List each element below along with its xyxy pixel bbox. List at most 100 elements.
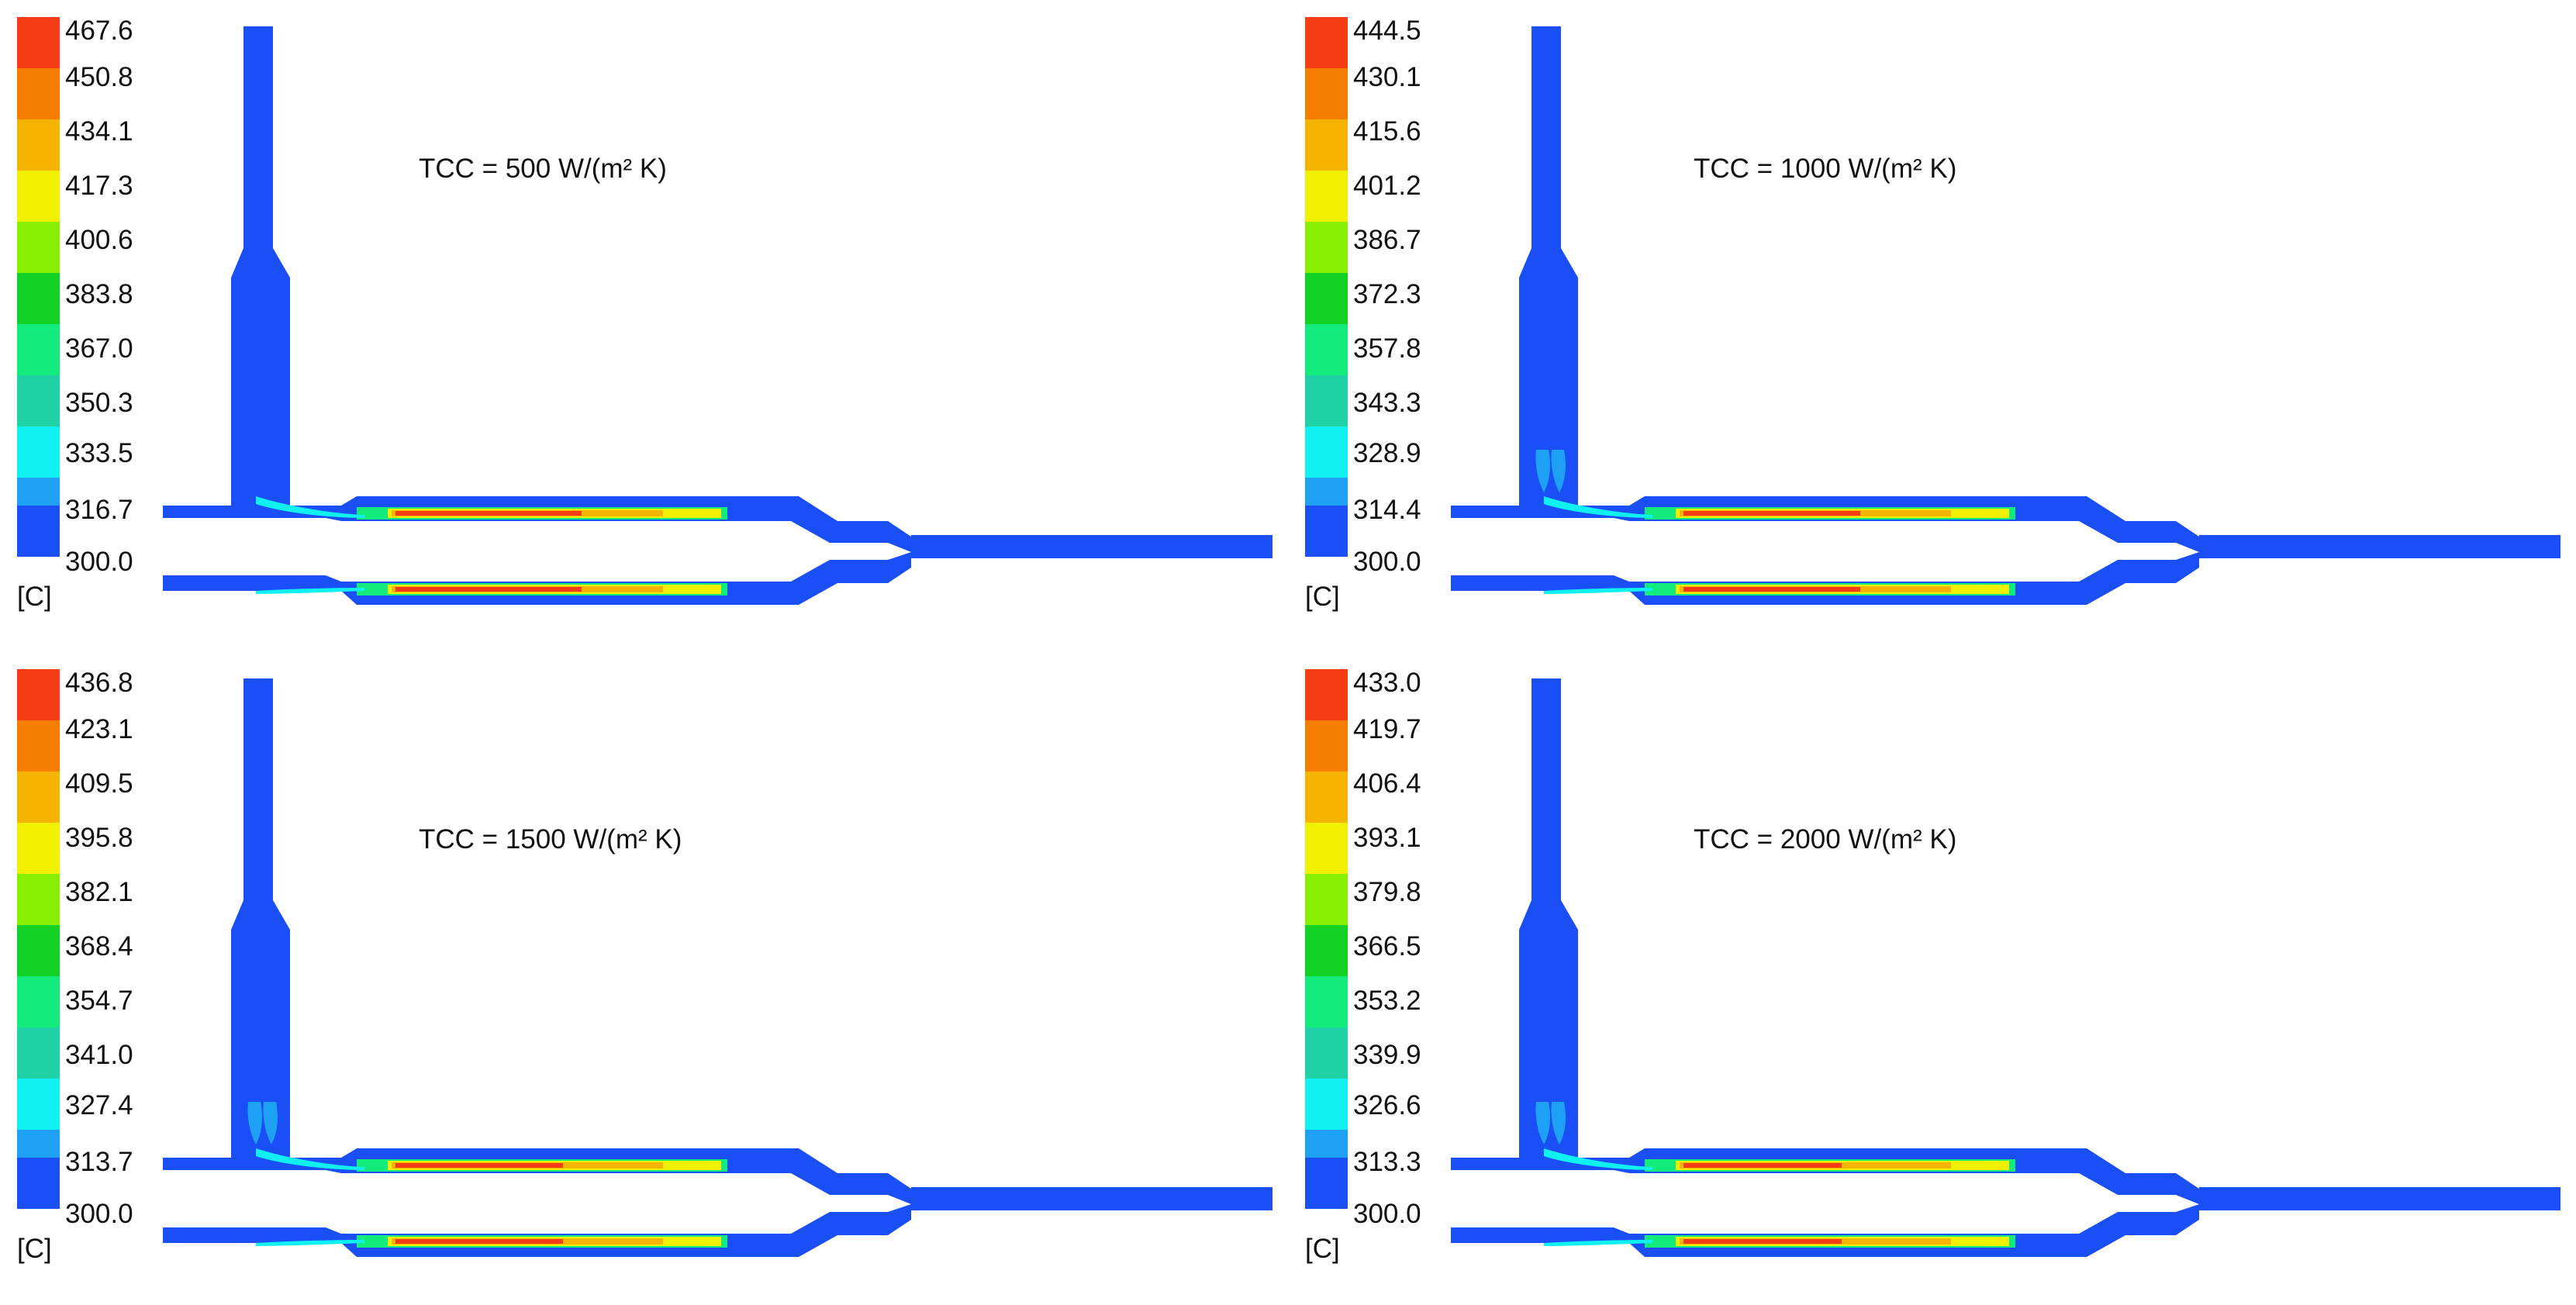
colorbar-swatch bbox=[1305, 171, 1348, 223]
temperature-contour-plot bbox=[1305, 669, 2560, 1257]
colorbar-swatch bbox=[1305, 1027, 1348, 1079]
colorbar-swatch bbox=[1305, 273, 1348, 325]
colorbar-tick: 368.4 bbox=[65, 931, 133, 961]
mixing-streak-upper bbox=[256, 1148, 364, 1170]
colorbar-swatch bbox=[1305, 720, 1348, 772]
contour-band-lower-hot bbox=[395, 1239, 563, 1244]
colorbar-tick: 393.1 bbox=[1353, 823, 1421, 853]
colorbar-swatch bbox=[17, 68, 60, 120]
colorbar-unit-label: [C] bbox=[17, 582, 52, 612]
colorbar-swatch bbox=[1305, 874, 1348, 926]
colorbar-swatch bbox=[1305, 1130, 1348, 1158]
colorbar-tick: 354.7 bbox=[65, 986, 133, 1016]
colorbar-swatch bbox=[17, 976, 60, 1028]
colorbar-swatch bbox=[1305, 17, 1348, 69]
contour-band-lower-hot bbox=[1683, 587, 1860, 592]
mixing-streak-upper bbox=[1544, 496, 1652, 518]
tcc-caption: TCC = 2000 W/(m² K) bbox=[1694, 824, 1957, 854]
colorbar-tick: 328.9 bbox=[1353, 438, 1421, 468]
colorbar-swatch bbox=[1305, 925, 1348, 977]
outlet-lower-branch bbox=[727, 552, 911, 605]
contour-band-upper-hot bbox=[395, 511, 582, 516]
colorbar-tick: 367.0 bbox=[65, 333, 133, 364]
colorbar-tick: 300.0 bbox=[1353, 1199, 1421, 1229]
outlet-lower-branch bbox=[2015, 1204, 2199, 1257]
colorbar-tick: 409.5 bbox=[65, 768, 133, 799]
colorbar-swatch bbox=[17, 171, 60, 223]
colorbar-tick: 382.1 bbox=[65, 877, 133, 907]
colorbar-swatch bbox=[1305, 426, 1348, 478]
vertical-chamber bbox=[231, 248, 290, 454]
colorbar-swatch bbox=[17, 823, 60, 875]
colorbar-swatch bbox=[1305, 478, 1348, 506]
colorbar-tick: 316.7 bbox=[65, 495, 133, 525]
colorbar-swatch bbox=[1305, 772, 1348, 823]
colorbar-swatch bbox=[17, 1027, 60, 1079]
colorbar-swatch bbox=[17, 478, 60, 506]
vertical-chamber bbox=[231, 900, 290, 1106]
colorbar-swatch bbox=[1305, 68, 1348, 120]
vertical-chamber bbox=[1519, 900, 1578, 1106]
colorbar-swatch bbox=[17, 324, 60, 376]
outlet-upper-branch bbox=[727, 496, 911, 552]
outlet-tail-pipe bbox=[2199, 1187, 2560, 1210]
colorbar-swatch bbox=[1305, 976, 1348, 1028]
mixing-streak-lower bbox=[256, 1240, 364, 1246]
vertical-plume-left bbox=[1535, 450, 1550, 492]
colorbar-tick: 433.0 bbox=[1353, 668, 1421, 698]
colorbar-tick: 366.5 bbox=[1353, 931, 1421, 961]
colorbar-tick: 444.5 bbox=[1353, 16, 1421, 46]
colorbar-unit-label: [C] bbox=[1305, 582, 1340, 612]
colorbar-swatch bbox=[17, 925, 60, 977]
outlet-tail-pipe bbox=[911, 1187, 1272, 1210]
colorbar-swatch bbox=[17, 273, 60, 325]
colorbar-swatch bbox=[17, 17, 60, 69]
colorbar-tick: 400.6 bbox=[65, 225, 133, 255]
mixing-streak-lower bbox=[256, 588, 364, 594]
mixing-streak-upper bbox=[1544, 1148, 1652, 1170]
colorbar-tick: 343.3 bbox=[1353, 388, 1421, 418]
colorbar-swatch bbox=[1305, 823, 1348, 875]
temperature-contour-plot bbox=[17, 17, 1272, 605]
colorbar-tick: 313.7 bbox=[65, 1147, 133, 1177]
colorbar-tick: 300.0 bbox=[65, 1199, 133, 1229]
tcc-caption: TCC = 500 W/(m² K) bbox=[419, 154, 667, 184]
mixing-streak-lower bbox=[1544, 588, 1652, 594]
outlet-lower-branch bbox=[727, 1204, 911, 1257]
colorbar-tick: 401.2 bbox=[1353, 171, 1421, 201]
tcc-caption: TCC = 1000 W/(m² K) bbox=[1694, 154, 1957, 184]
colorbar-swatch bbox=[17, 1079, 60, 1131]
colorbar-swatch bbox=[17, 874, 60, 926]
contour-panel-2: 444.5 430.1 415.6 401.2 386.7 372.3 357.… bbox=[1288, 0, 2576, 652]
colorbar-swatch bbox=[17, 669, 60, 721]
colorbar-tick: 333.5 bbox=[65, 438, 133, 468]
colorbar-swatch bbox=[17, 506, 60, 557]
colorbar-tick: 467.6 bbox=[65, 16, 133, 46]
outlet-lower-branch bbox=[2015, 552, 2199, 605]
contour-panel-3: 436.8 423.1 409.5 395.8 382.1 368.4 354.… bbox=[0, 652, 1288, 1304]
vertical-inlet-pipe bbox=[1531, 678, 1561, 911]
contour-band-upper-hot bbox=[395, 1163, 563, 1168]
colorbar-tick: 417.3 bbox=[65, 171, 133, 201]
vertical-inlet-pipe bbox=[243, 26, 273, 259]
colorbar-tick: 353.2 bbox=[1353, 986, 1421, 1016]
vertical-plume-left bbox=[247, 1102, 262, 1144]
colorbar-tick: 434.1 bbox=[65, 116, 133, 147]
contour-band-lower-hot bbox=[1683, 1239, 1842, 1244]
colorbar-tick: 327.4 bbox=[65, 1090, 133, 1120]
vertical-plume-right bbox=[263, 1102, 278, 1144]
mixing-streak-lower bbox=[1544, 1240, 1652, 1246]
colorbar-tick: 357.8 bbox=[1353, 333, 1421, 364]
colorbar-tick: 386.7 bbox=[1353, 225, 1421, 255]
outlet-tail-pipe bbox=[911, 535, 1272, 558]
colorbar-swatch bbox=[17, 119, 60, 171]
colorbar-swatch bbox=[1305, 375, 1348, 427]
colorbar-tick: 372.3 bbox=[1353, 279, 1421, 309]
colorbar-swatch bbox=[1305, 506, 1348, 557]
colorbar-tick: 383.8 bbox=[65, 279, 133, 309]
colorbar-tick: 423.1 bbox=[65, 714, 133, 744]
colorbar-tick: 300.0 bbox=[65, 547, 133, 577]
tcc-caption: TCC = 1500 W/(m² K) bbox=[419, 824, 682, 854]
outlet-upper-branch bbox=[2015, 496, 2199, 552]
temperature-contour-plot bbox=[17, 669, 1272, 1257]
